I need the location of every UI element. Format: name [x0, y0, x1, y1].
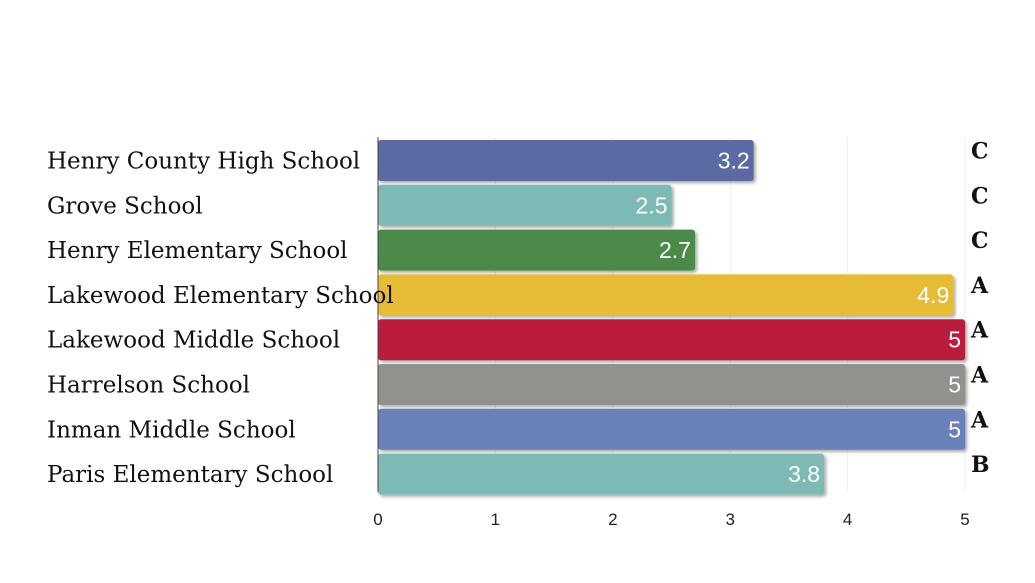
category-label: Inman Middle School	[47, 417, 296, 443]
x-axis-tick-labels: 0 1 2 3 4 5	[373, 510, 969, 529]
category-labels: Henry County High School Grove School Henr…	[47, 149, 394, 489]
x-tick-label: 1	[491, 510, 500, 529]
bar	[378, 364, 965, 405]
bar	[378, 319, 965, 361]
grade-label: A	[970, 363, 989, 389]
grade-label: B	[971, 452, 990, 478]
x-tick-label: 4	[843, 510, 852, 529]
value-label: 4.9	[917, 282, 949, 308]
grade-label: A	[970, 318, 989, 344]
value-label: 2.5	[636, 192, 668, 218]
value-labels: 3.2 2.5 2.7 4.9 5 5 5 3.8	[636, 148, 961, 488]
x-tick-label: 0	[373, 510, 382, 529]
category-label: Paris Elementary School	[47, 462, 333, 488]
x-tick-label: 5	[960, 510, 969, 529]
category-label: Lakewood Middle School	[47, 328, 340, 354]
bar	[378, 229, 695, 271]
x-tick-label: 2	[608, 510, 617, 529]
grade-label: A	[970, 407, 989, 433]
bar	[378, 408, 965, 450]
bars	[378, 140, 965, 495]
grade-label: C	[971, 228, 989, 254]
x-tick-label: 3	[725, 510, 734, 529]
value-label: 3.2	[718, 148, 750, 174]
category-label: Lakewood Elementary School	[47, 283, 394, 309]
value-label: 5	[948, 416, 961, 442]
bar	[378, 140, 754, 181]
grade-label: C	[971, 139, 989, 165]
bar	[378, 274, 954, 316]
category-label: Henry County High School	[47, 149, 360, 175]
category-label: Harrelson School	[47, 373, 250, 399]
category-label: Grove School	[47, 193, 203, 219]
bar	[378, 453, 825, 495]
bar	[378, 184, 672, 226]
value-label: 5	[948, 372, 961, 398]
grade-label: C	[971, 183, 989, 209]
value-label: 3.8	[788, 461, 820, 487]
value-label: 2.7	[659, 237, 691, 263]
grade-label: A	[970, 273, 989, 299]
value-label: 5	[948, 327, 961, 353]
category-label: Henry Elementary School	[47, 238, 348, 264]
